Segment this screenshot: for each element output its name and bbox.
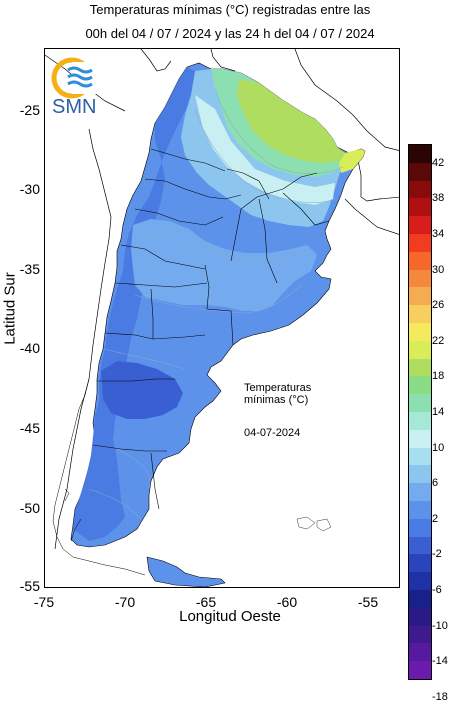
region-patagonia-cold bbox=[101, 361, 183, 419]
colorbar-label: 26 bbox=[432, 299, 445, 312]
colorbar-swatch bbox=[408, 572, 432, 590]
map-annotation-title: Temperaturas mínimas (°C) bbox=[244, 382, 311, 406]
map-title-line1: Temperaturas mínimas (°C) registradas en… bbox=[89, 2, 371, 17]
colorbar-swatch bbox=[408, 536, 432, 555]
colorbar-swatch bbox=[408, 483, 432, 501]
x-tick-label: -65 bbox=[195, 594, 217, 610]
colorbar-swatch bbox=[408, 198, 432, 217]
province-borders bbox=[92, 148, 330, 510]
y-tick-label: -40 bbox=[19, 340, 40, 356]
map-annotation-date: 04-07-2024 bbox=[244, 427, 301, 439]
colorbar-swatch bbox=[408, 340, 432, 359]
colorbar-label: -6 bbox=[432, 584, 442, 596]
colorbar-swatch bbox=[408, 465, 432, 484]
smn-logo-text: SMN bbox=[52, 96, 97, 118]
colorbar-label: -10 bbox=[432, 619, 448, 632]
temperature-map bbox=[45, 49, 399, 587]
colorbar-swatch bbox=[408, 251, 432, 270]
map-panel[interactable] bbox=[44, 48, 400, 588]
region-central-mild bbox=[131, 219, 317, 311]
colorbar-label: -14 bbox=[432, 655, 448, 668]
colorbar-swatch bbox=[408, 287, 432, 306]
colorbar-label: 2 bbox=[432, 512, 439, 525]
colorbar-swatch bbox=[408, 322, 432, 341]
temperature-colorbar bbox=[408, 144, 432, 680]
y-tick-label: -30 bbox=[19, 181, 40, 197]
colorbar-label: 38 bbox=[432, 192, 445, 205]
x-axis-label: Longitud Oeste bbox=[179, 608, 281, 625]
colorbar-swatch bbox=[408, 500, 432, 519]
colorbar-swatch bbox=[408, 643, 432, 662]
colorbar-swatch bbox=[408, 394, 432, 412]
region-andes-cold bbox=[73, 67, 195, 541]
isotherm-lines bbox=[88, 88, 344, 520]
colorbar-swatch bbox=[408, 607, 432, 626]
colorbar-label: 30 bbox=[432, 263, 445, 276]
colorbar-swatch bbox=[408, 554, 432, 573]
neighbour-borders bbox=[45, 49, 399, 550]
colorbar-swatch bbox=[408, 376, 432, 395]
region-misiones-warm bbox=[339, 149, 365, 173]
colorbar-label: 14 bbox=[432, 406, 445, 418]
colorbar-label: 10 bbox=[432, 441, 445, 454]
argentina-temperature-field bbox=[70, 62, 366, 587]
x-tick-label: -55 bbox=[357, 594, 379, 610]
colorbar-swatch bbox=[408, 305, 432, 323]
colorbar-swatch bbox=[408, 589, 432, 608]
colorbar-swatch bbox=[408, 358, 432, 377]
colorbar-swatch bbox=[408, 625, 432, 644]
x-tick-label: -60 bbox=[276, 594, 298, 610]
colorbar-swatch bbox=[408, 180, 432, 199]
y-tick-label: -55 bbox=[19, 578, 40, 594]
annotation-line2: mínimas (°C) bbox=[244, 394, 309, 406]
colorbar-swatch bbox=[408, 429, 432, 448]
annotation-line1: Temperaturas bbox=[244, 382, 312, 394]
region-tierra-del-fuego bbox=[146, 556, 226, 587]
smn-logo-icon bbox=[51, 57, 102, 99]
y-tick-label: -25 bbox=[19, 102, 40, 118]
region-cyan-band bbox=[195, 95, 335, 205]
colorbar-label: 18 bbox=[432, 370, 445, 383]
falkland-islands bbox=[296, 516, 332, 532]
colorbar-swatch bbox=[408, 144, 432, 163]
map-title-line2: 00h del 04 / 07 / 2024 y las 24 h del 04… bbox=[85, 26, 375, 41]
colorbar-swatch bbox=[408, 518, 432, 537]
colorbar-swatch bbox=[408, 162, 432, 181]
colorbar-swatch bbox=[408, 233, 432, 252]
colorbar-label: 6 bbox=[432, 477, 439, 490]
x-tick-label: -70 bbox=[114, 594, 136, 610]
y-axis-label: Latitud Sur bbox=[1, 272, 19, 345]
region-northeast-bright-green bbox=[237, 79, 345, 163]
smn-logo: SMN bbox=[50, 56, 110, 124]
colorbar-label: -2 bbox=[432, 548, 442, 561]
colorbar-swatch bbox=[408, 411, 432, 430]
colorbar-swatch bbox=[408, 269, 432, 288]
colorbar-swatch bbox=[408, 661, 432, 680]
y-tick-label: -50 bbox=[19, 500, 40, 516]
x-tick-label: -75 bbox=[33, 594, 55, 610]
colorbar-swatch bbox=[408, 447, 432, 466]
colorbar-label: -18 bbox=[432, 690, 448, 703]
y-tick-label: -35 bbox=[19, 261, 40, 277]
colorbar-label: 22 bbox=[432, 334, 445, 347]
y-tick-label: -45 bbox=[19, 420, 40, 436]
colorbar-label: 34 bbox=[432, 228, 445, 240]
colorbar-swatch bbox=[408, 216, 432, 234]
colorbar-label: 42 bbox=[432, 156, 445, 169]
chile-coast bbox=[52, 378, 146, 576]
